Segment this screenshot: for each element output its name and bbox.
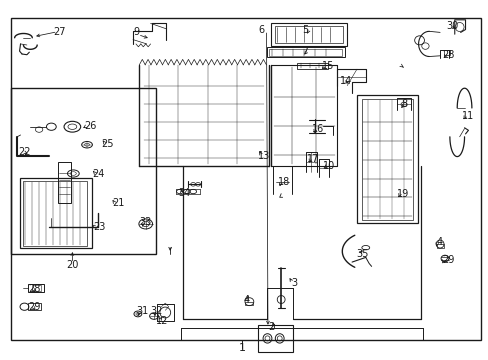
Bar: [11, 18, 480, 340]
Bar: [274, 26, 343, 43]
Text: 6: 6: [258, 24, 264, 35]
Bar: [268, 49, 342, 56]
Text: 27: 27: [53, 27, 65, 37]
Bar: [271, 23, 346, 46]
Text: 17: 17: [306, 154, 319, 164]
Text: 14: 14: [339, 76, 351, 86]
Text: 9: 9: [133, 27, 139, 37]
Bar: [443, 50, 449, 55]
Text: 3: 3: [290, 278, 297, 288]
Text: 26: 26: [84, 121, 96, 131]
Text: 25: 25: [102, 139, 114, 149]
Bar: [361, 99, 412, 220]
Text: 18: 18: [277, 177, 289, 187]
Text: 31: 31: [136, 306, 148, 316]
Text: 15: 15: [321, 60, 333, 71]
Text: 34: 34: [178, 188, 190, 198]
Text: 19: 19: [396, 189, 408, 199]
Text: 30: 30: [445, 21, 457, 31]
Text: 29: 29: [442, 255, 454, 265]
Text: 21: 21: [112, 198, 124, 208]
Text: 12: 12: [155, 316, 167, 326]
Text: 16: 16: [311, 124, 324, 134]
Bar: [11, 88, 156, 254]
Text: 32: 32: [150, 306, 163, 316]
Bar: [245, 302, 253, 305]
Text: 4: 4: [243, 294, 249, 305]
Text: 28: 28: [442, 50, 454, 60]
Text: 4: 4: [436, 237, 442, 247]
Text: 2: 2: [268, 322, 274, 332]
Text: 11: 11: [461, 111, 473, 121]
Text: 8: 8: [400, 99, 407, 109]
Text: 10: 10: [322, 161, 334, 171]
Bar: [266, 47, 344, 57]
Bar: [20, 178, 92, 248]
Bar: [58, 162, 71, 203]
Bar: [297, 63, 327, 69]
Text: 24: 24: [92, 168, 104, 179]
Bar: [356, 95, 417, 223]
Text: 7: 7: [302, 46, 308, 56]
Text: 20: 20: [66, 260, 79, 270]
Bar: [28, 284, 44, 292]
Bar: [258, 325, 293, 352]
Text: 33: 33: [139, 217, 151, 228]
Text: 28: 28: [28, 284, 41, 294]
Text: 23: 23: [93, 222, 105, 232]
Bar: [28, 303, 41, 310]
Bar: [32, 285, 41, 291]
Text: 13: 13: [258, 150, 270, 161]
Text: 1: 1: [238, 343, 245, 354]
Bar: [23, 181, 87, 246]
Text: 29: 29: [28, 302, 41, 312]
Text: 5: 5: [302, 24, 308, 35]
Text: 35: 35: [355, 249, 367, 259]
Text: 22: 22: [19, 147, 31, 157]
Bar: [436, 244, 443, 248]
